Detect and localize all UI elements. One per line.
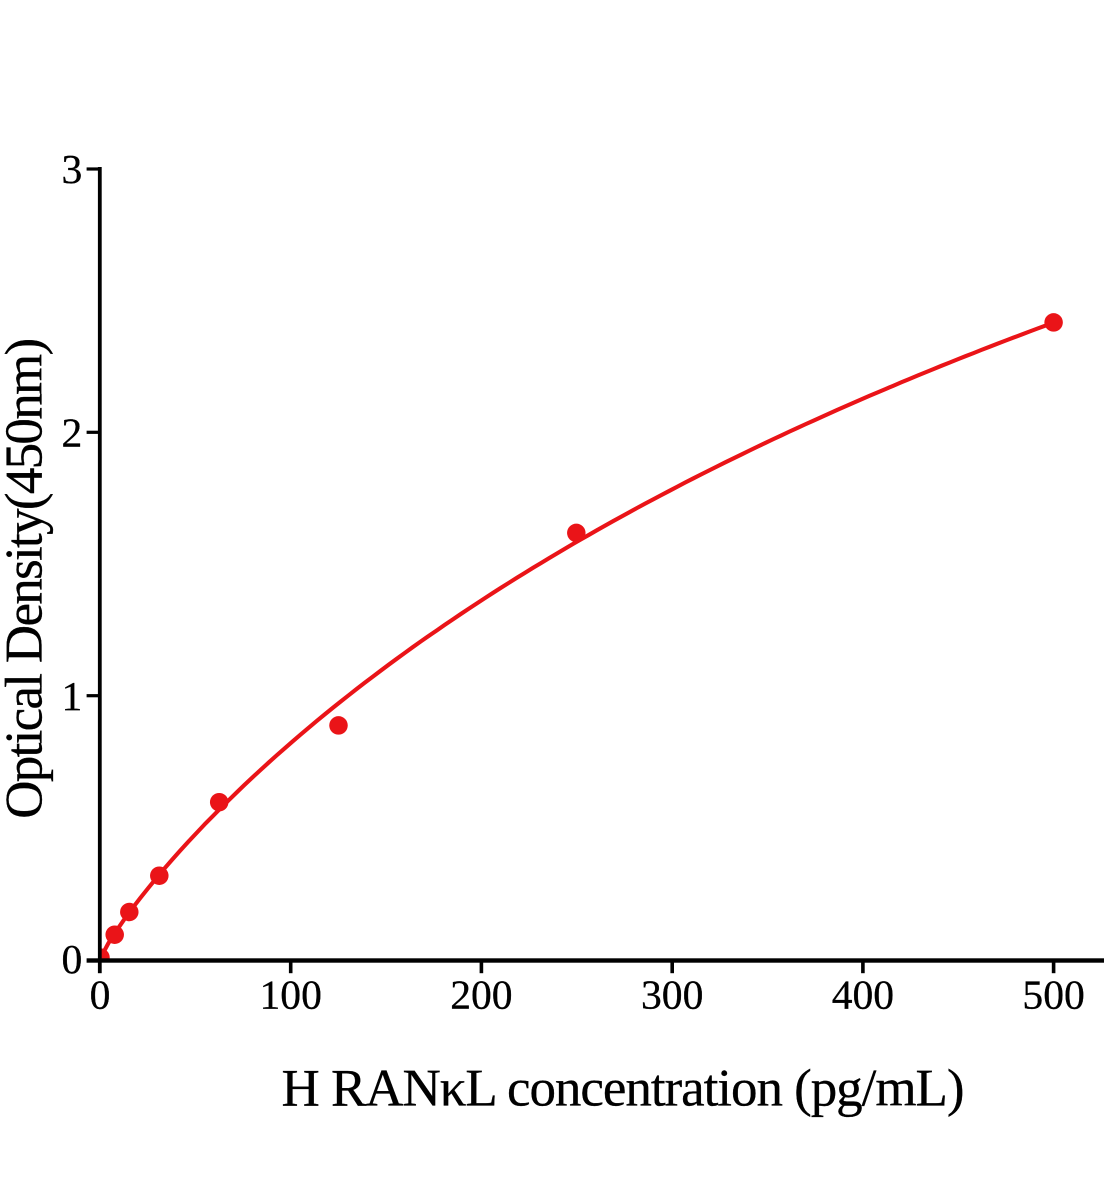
svg-text:0: 0 <box>90 972 111 1018</box>
svg-text:100: 100 <box>260 972 322 1018</box>
svg-text:2: 2 <box>62 409 83 455</box>
svg-text:300: 300 <box>641 972 703 1018</box>
svg-text:3: 3 <box>62 146 83 192</box>
svg-text:500: 500 <box>1022 972 1084 1018</box>
svg-text:Optical Density(450nm): Optical Density(450nm) <box>0 338 54 819</box>
svg-text:400: 400 <box>832 972 894 1018</box>
svg-text:1: 1 <box>62 673 83 719</box>
svg-text:200: 200 <box>450 972 512 1018</box>
svg-text:H RANκL concentration (pg/mL): H RANκL concentration (pg/mL) <box>282 1060 965 1118</box>
svg-text:0: 0 <box>62 936 83 982</box>
